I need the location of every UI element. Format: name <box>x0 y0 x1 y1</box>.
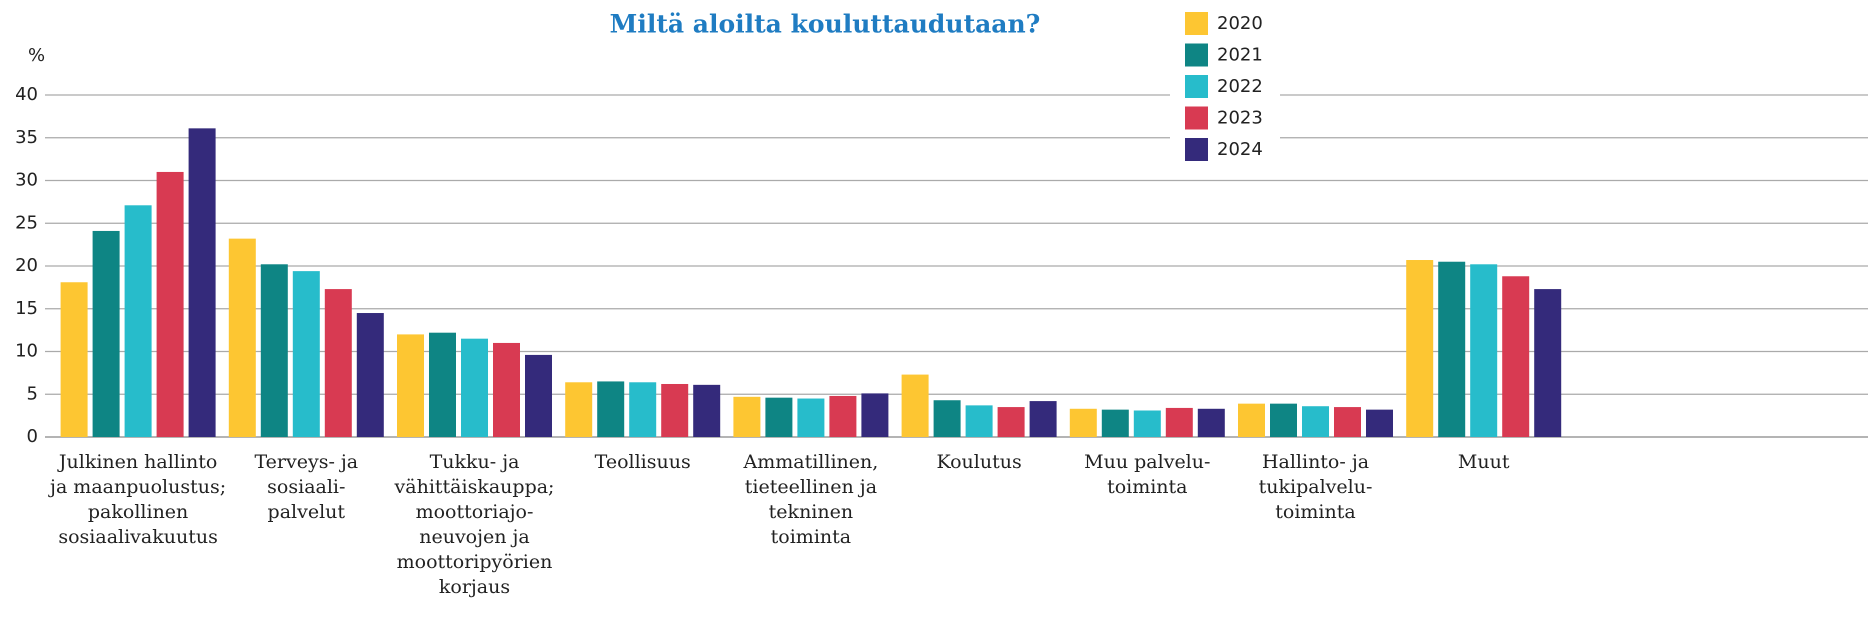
bar <box>1197 408 1225 437</box>
bar <box>1470 264 1498 437</box>
legend-label: 2021 <box>1217 45 1263 66</box>
x-tick-label: Koulutus <box>936 451 1022 473</box>
legend-swatch <box>1185 43 1208 67</box>
x-tick-label-box: Hallinto- ja tukipalvelu- toiminta <box>1258 451 1373 523</box>
bar <box>597 381 625 437</box>
bar <box>1029 401 1057 437</box>
legend-label: 2023 <box>1217 108 1263 129</box>
legend-label: 2022 <box>1217 76 1263 97</box>
x-tick-label-box: Koulutus <box>936 451 1022 473</box>
bar <box>493 342 520 437</box>
bar <box>156 171 184 437</box>
bar <box>765 397 793 437</box>
bar <box>324 289 352 437</box>
bar <box>429 332 456 437</box>
y-tick-label: 0 <box>27 426 38 447</box>
y-tick-label: 10 <box>15 341 38 362</box>
bar <box>1406 260 1434 437</box>
bar <box>661 383 689 437</box>
y-tick-label: 15 <box>15 298 38 319</box>
bar <box>124 205 152 437</box>
y-tick-label: 35 <box>15 127 38 148</box>
bar <box>1069 408 1097 437</box>
bar <box>997 407 1025 437</box>
y-tick-label: 25 <box>15 212 38 233</box>
bar <box>461 338 488 437</box>
x-tick-label: Muu palvelu- toiminta <box>1084 451 1211 498</box>
x-tick-label-box: Muu palvelu- toiminta <box>1084 451 1211 498</box>
bar <box>1101 409 1129 437</box>
bar <box>525 354 552 437</box>
x-tick-label: Muut <box>1457 451 1510 473</box>
bar <box>1534 289 1562 437</box>
bar <box>965 405 993 437</box>
y-tick-label: 5 <box>27 383 38 404</box>
bar <box>356 313 384 437</box>
bar <box>1165 407 1193 437</box>
bar <box>60 282 88 437</box>
bar <box>397 334 424 437</box>
chart-title: Miltä aloilta kouluttaudutaan? <box>610 10 1041 39</box>
bar <box>797 398 825 437</box>
x-tick-label: Tukku- ja vähittäiskauppa; moottoriajo- … <box>394 451 555 598</box>
x-tick-label-box: Ammatillinen, tieteellinen ja tekninen t… <box>743 451 879 548</box>
bar <box>260 264 288 437</box>
y-tick-label: 40 <box>15 84 38 105</box>
x-tick-label: Hallinto- ja tukipalvelu- toiminta <box>1258 451 1373 523</box>
y-tick-label: 30 <box>15 170 38 191</box>
bar <box>188 128 216 437</box>
x-tick-label: Terveys- ja sosiaali- palvelut <box>254 451 359 523</box>
y-tick-label: 20 <box>15 255 38 276</box>
bar <box>1302 406 1329 437</box>
x-tick-label-box: Julkinen hallinto ja maanpuolustus; pako… <box>50 451 227 548</box>
x-tick-label: Julkinen hallinto ja maanpuolustus; pako… <box>50 451 227 548</box>
x-tick-label-box: Tukku- ja vähittäiskauppa; moottoriajo- … <box>394 451 555 598</box>
bar <box>829 395 857 437</box>
x-tick-label: Teollisuus <box>594 451 691 473</box>
y-axis-label: % <box>28 45 45 66</box>
legend-swatch <box>1185 12 1208 35</box>
bar <box>565 382 593 437</box>
bar <box>861 393 889 437</box>
x-tick-label-box: Teollisuus <box>594 451 691 473</box>
bar <box>1270 403 1297 437</box>
bar <box>1334 407 1361 437</box>
legend-label: 2024 <box>1217 139 1263 160</box>
legend-swatch <box>1185 138 1208 161</box>
bar <box>1502 276 1530 437</box>
bar <box>901 374 929 437</box>
bar <box>1366 409 1393 437</box>
x-tick-label-box: Terveys- ja sosiaali- palvelut <box>254 451 359 523</box>
x-tick-label-box: Muut <box>1457 451 1510 473</box>
bar <box>1438 261 1466 437</box>
bar <box>693 384 721 437</box>
bar <box>933 400 961 437</box>
bar <box>1238 403 1265 437</box>
bar <box>1133 410 1161 437</box>
legend-swatch <box>1185 75 1208 98</box>
bar <box>629 382 657 437</box>
bar <box>733 396 761 437</box>
bar <box>292 271 320 437</box>
bar <box>92 230 120 437</box>
bar <box>228 238 256 437</box>
legend-label: 2020 <box>1217 13 1263 34</box>
x-tick-label: Ammatillinen, tieteellinen ja tekninen t… <box>743 451 879 548</box>
legend-swatch <box>1185 106 1208 130</box>
